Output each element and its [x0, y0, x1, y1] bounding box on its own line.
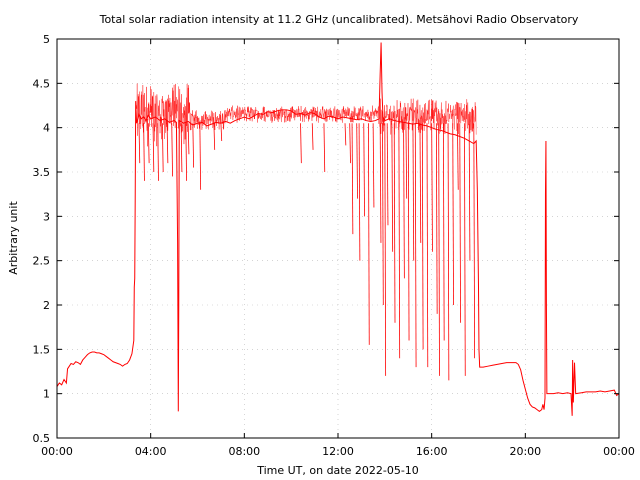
series-dip — [199, 123, 202, 190]
y-axis-label: Arbitrary unit — [7, 201, 20, 275]
x-axis-label: Time UT, on date 2022-05-10 — [256, 464, 419, 477]
series-dip — [161, 123, 164, 173]
series-dip — [398, 123, 401, 359]
series-dip — [414, 123, 417, 368]
x-tick-label: 08:00 — [228, 445, 260, 458]
series-dip — [152, 123, 155, 173]
y-tick-label: 0.5 — [33, 432, 51, 445]
x-tick-label: 16:00 — [416, 445, 448, 458]
x-tick-label: 00:00 — [603, 445, 635, 458]
series-dip — [473, 123, 476, 359]
series-dip — [412, 123, 415, 261]
series-dip — [358, 123, 361, 261]
series-dip — [180, 123, 183, 173]
ticks: 00:00 04:00 08:00 12:00 16:00 20:00 00:000.511… — [33, 33, 635, 458]
series-dip — [323, 123, 326, 173]
series-noise-band — [136, 83, 191, 147]
series-dip — [386, 123, 389, 226]
series-dip — [447, 123, 450, 381]
series-dip — [421, 123, 424, 350]
series-dip — [442, 123, 445, 341]
series-dip — [419, 123, 422, 243]
series-dip — [431, 123, 433, 252]
series-dip — [368, 123, 370, 345]
x-tick-label: 00:00 — [41, 445, 73, 458]
y-tick-label: 3 — [43, 210, 50, 223]
series-dip — [300, 123, 302, 164]
series-dip — [143, 123, 145, 181]
series-dip — [391, 123, 394, 252]
series-dip — [464, 123, 466, 376]
series-dip — [147, 123, 150, 164]
y-tick-label: 4 — [43, 122, 50, 135]
series-dip — [187, 123, 190, 155]
x-tick-label: 12:00 — [322, 445, 354, 458]
series-dip — [438, 123, 440, 376]
series-dip — [356, 123, 358, 199]
series-dip — [379, 123, 382, 243]
series-dip — [426, 123, 429, 368]
series-dip — [351, 123, 354, 235]
y-tick-label: 2.5 — [33, 255, 51, 268]
series-dip — [171, 123, 173, 177]
x-tick-label: 20:00 — [509, 445, 541, 458]
series-dip — [384, 123, 387, 376]
series-dip — [452, 123, 454, 306]
grid — [57, 39, 619, 438]
series-dip — [403, 123, 405, 279]
series-dip — [372, 123, 375, 208]
series-dip — [311, 123, 314, 150]
series-dip — [363, 123, 365, 217]
series-dip — [166, 123, 169, 164]
series-group — [56, 42, 620, 416]
series-noise-band — [190, 110, 226, 131]
series-dip — [157, 123, 159, 181]
series-dip — [407, 123, 410, 341]
y-tick-label: 1 — [43, 388, 50, 401]
y-tick-label: 4.5 — [33, 77, 51, 90]
y-tick-label: 3.5 — [33, 166, 51, 179]
series-dip — [192, 123, 195, 168]
series-dip — [213, 123, 216, 150]
chart-title: Total solar radiation intensity at 11.2 … — [99, 13, 579, 26]
y-tick-label: 1.5 — [33, 343, 51, 356]
series-dip — [435, 123, 438, 314]
series-line — [56, 42, 620, 416]
series-dip — [349, 123, 351, 164]
series-dip — [382, 123, 384, 306]
series-noise-band — [225, 105, 379, 123]
series-dip — [405, 123, 408, 199]
series-dip — [393, 123, 396, 323]
y-tick-label: 2 — [43, 299, 50, 312]
series-dip — [344, 123, 347, 146]
x-tick-label: 04:00 — [135, 445, 167, 458]
series-dip — [459, 123, 461, 323]
series-dip — [185, 123, 187, 181]
y-tick-label: 5 — [43, 33, 50, 46]
series-dip — [220, 123, 223, 141]
series-dip — [138, 123, 141, 164]
series-dip — [457, 123, 459, 190]
series-noise-band — [377, 98, 477, 135]
series-dip — [468, 123, 471, 261]
